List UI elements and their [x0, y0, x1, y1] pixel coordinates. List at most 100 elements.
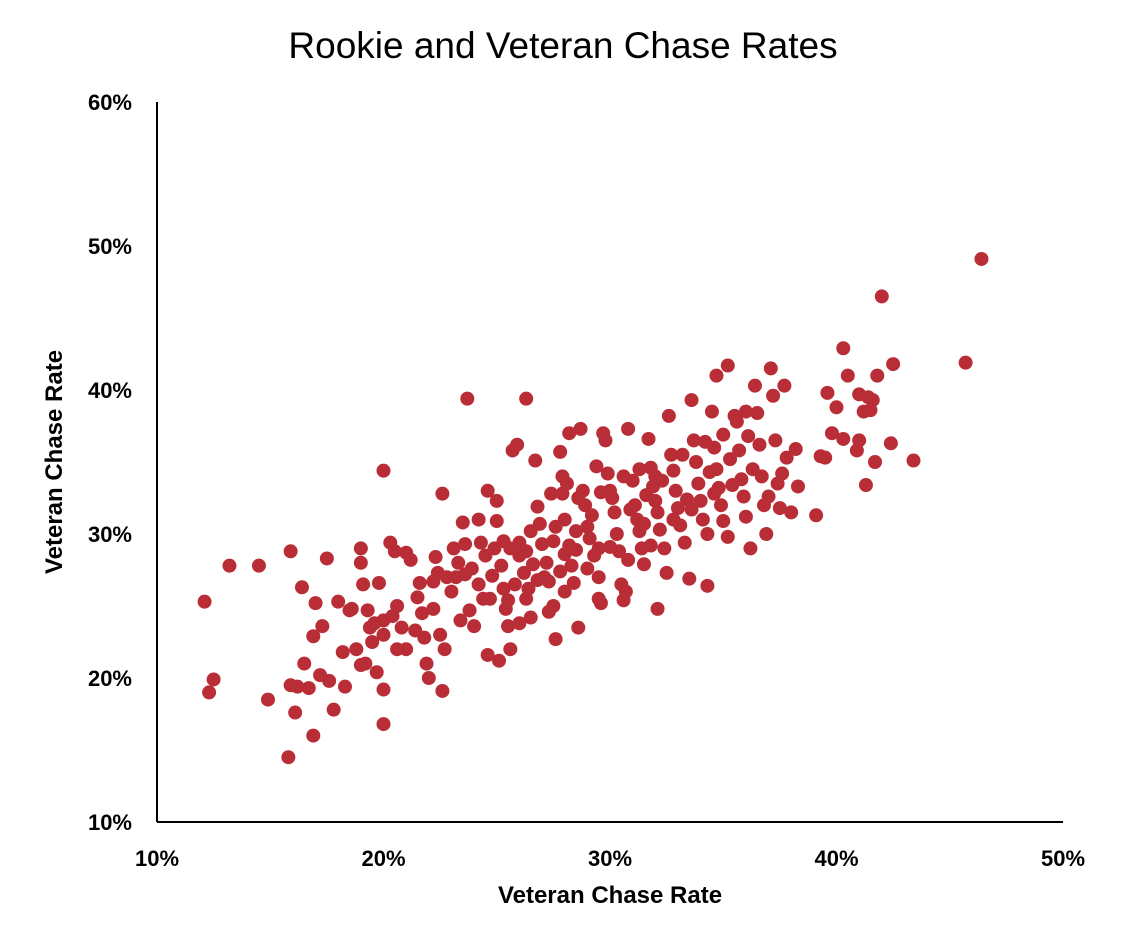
data-point — [521, 581, 536, 596]
data-point — [716, 427, 731, 442]
data-point — [736, 489, 751, 504]
data-point — [824, 426, 839, 441]
data-point — [476, 591, 491, 606]
data-point — [430, 565, 445, 580]
data-point — [385, 609, 400, 624]
data-point — [428, 550, 443, 565]
data-point — [419, 656, 434, 671]
y-tick-label: 50% — [88, 234, 132, 259]
data-point — [535, 537, 550, 552]
data-point — [460, 391, 475, 406]
data-point — [489, 493, 504, 508]
data-point — [743, 541, 758, 556]
data-point — [777, 378, 792, 393]
data-point — [573, 421, 588, 436]
data-point — [652, 522, 667, 537]
data-point — [725, 478, 740, 493]
data-point — [294, 580, 309, 595]
data-point — [539, 555, 554, 570]
data-point — [729, 414, 744, 429]
data-point — [813, 449, 828, 464]
data-point — [548, 632, 563, 647]
data-point — [698, 434, 713, 449]
data-point — [512, 616, 527, 631]
data-point — [408, 623, 423, 638]
data-point — [467, 619, 482, 634]
chart-title: Rookie and Veteran Chase Rates — [288, 25, 837, 66]
data-point — [768, 433, 783, 448]
x-tick-label: 40% — [814, 846, 858, 871]
data-point — [639, 488, 654, 503]
data-point — [720, 358, 735, 373]
data-point — [591, 591, 606, 606]
data-point — [519, 391, 534, 406]
data-point — [569, 542, 584, 557]
data-point — [605, 491, 620, 505]
data-point — [759, 527, 774, 541]
data-point — [713, 498, 728, 513]
data-point — [492, 653, 507, 668]
points-group — [197, 251, 989, 765]
data-point — [591, 570, 606, 585]
data-point — [376, 682, 391, 697]
data-point — [700, 527, 715, 541]
data-point — [308, 596, 323, 611]
data-point — [598, 433, 613, 448]
data-point — [222, 558, 237, 573]
data-point — [496, 581, 511, 596]
data-point — [747, 378, 762, 393]
data-point — [501, 619, 516, 634]
data-point — [849, 443, 864, 458]
data-point — [564, 558, 579, 573]
data-point — [283, 544, 298, 559]
data-point — [686, 433, 701, 448]
data-point — [682, 571, 697, 586]
y-axis-label: Veteran Chase Rate — [41, 350, 68, 574]
data-point — [666, 463, 681, 478]
data-point — [702, 465, 717, 480]
data-point — [288, 705, 303, 720]
x-tick-labels: 10% 20% 30% 40% 50% — [135, 846, 1085, 871]
data-point — [510, 437, 525, 452]
data-point — [485, 568, 500, 583]
data-point — [566, 575, 581, 590]
data-point — [621, 421, 636, 436]
data-point — [591, 541, 606, 556]
data-point — [745, 462, 760, 477]
data-point — [331, 594, 346, 609]
data-point — [516, 565, 531, 580]
data-point — [609, 527, 624, 541]
data-point — [641, 431, 656, 446]
data-point — [313, 668, 328, 683]
data-point — [695, 512, 710, 527]
data-point — [618, 584, 633, 599]
data-point — [458, 537, 473, 552]
data-point — [301, 681, 316, 696]
data-point — [763, 361, 778, 376]
data-point — [809, 508, 824, 523]
data-point — [480, 647, 495, 662]
data-point — [738, 404, 753, 419]
data-point — [738, 509, 753, 524]
data-point — [530, 499, 545, 514]
y-tick-label: 20% — [88, 666, 132, 691]
data-point — [752, 437, 767, 452]
y-tick-label: 60% — [88, 90, 132, 115]
data-point — [906, 453, 921, 468]
data-point — [356, 577, 371, 592]
data-point — [473, 535, 488, 550]
data-point — [675, 447, 690, 462]
data-point — [659, 565, 674, 580]
data-point — [448, 570, 463, 585]
data-point — [750, 406, 765, 421]
data-point — [376, 717, 391, 732]
data-point — [840, 368, 855, 383]
data-point — [353, 658, 368, 673]
data-point — [480, 483, 495, 498]
data-point — [886, 357, 901, 372]
data-point — [707, 486, 722, 501]
x-tick-label: 30% — [588, 846, 632, 871]
data-point — [335, 645, 350, 660]
data-point — [779, 450, 794, 465]
data-point — [412, 575, 427, 590]
